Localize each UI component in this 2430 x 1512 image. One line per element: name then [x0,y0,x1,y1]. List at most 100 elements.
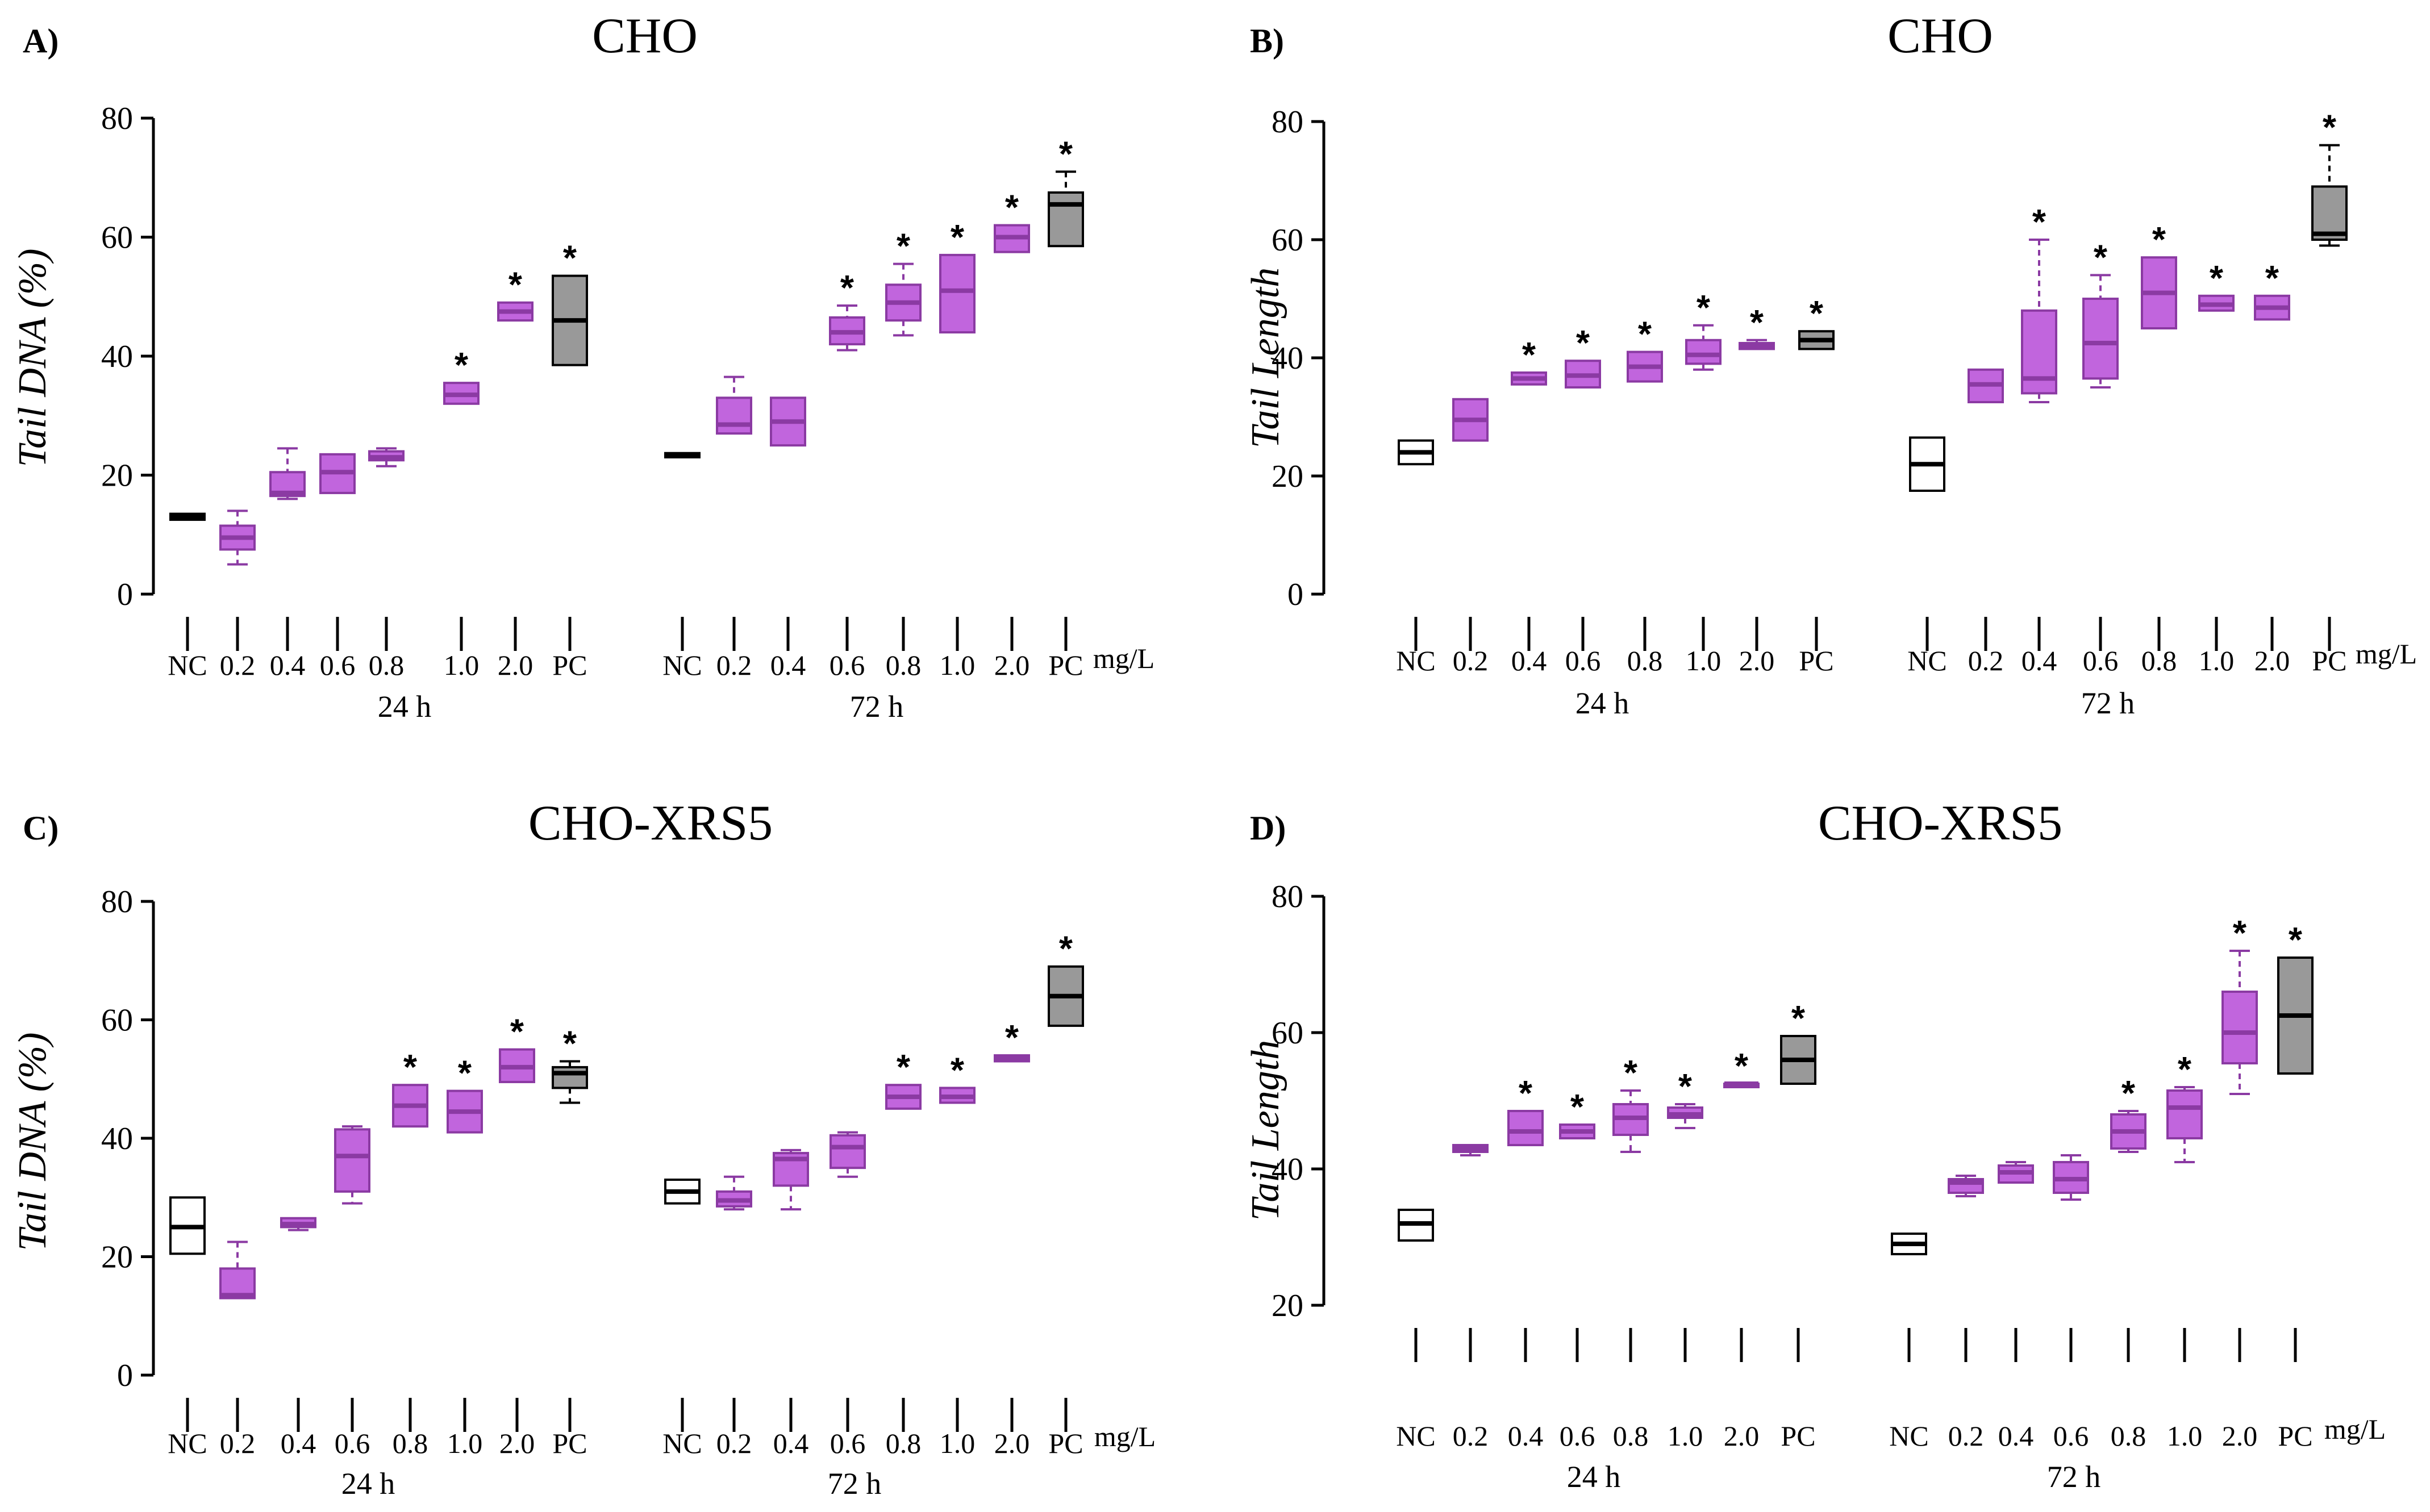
x-tick-label: 2.0 [994,1427,1030,1459]
significance-marker: * [563,239,577,278]
box [830,1134,866,1169]
x-tick-label: 0.6 [830,1427,866,1459]
x-tick-label: 2.0 [499,1427,535,1459]
significance-marker: * [1678,1067,1693,1106]
x-tick-label: 0.8 [886,649,922,681]
x-unit-label: mg/L [1094,1421,1156,1452]
significance-marker: * [951,1051,965,1090]
significance-marker: * [2032,203,2046,242]
y-tick-label: 0 [117,1358,133,1393]
significance-marker: * [563,1024,577,1063]
x-tick-label: 0.4 [1998,1420,2034,1452]
significance-marker: * [1810,294,1824,333]
box [2221,991,2258,1064]
box [552,1066,588,1089]
x-tick-label: NC [662,649,702,681]
significance-marker: * [458,1054,472,1093]
significance-marker: * [2289,921,2303,960]
group-label: 72 h [2081,686,2135,720]
x-tick-label: 1.0 [940,649,976,681]
group-label: 72 h [2047,1460,2101,1494]
y-tick-label: 80 [1272,879,1303,914]
significance-marker: * [1005,189,1019,228]
x-tick-label: 2.0 [1724,1420,1760,1452]
y-tick-label: 0 [117,577,133,612]
panel-label: C) [23,809,59,847]
x-tick-label: 0.6 [320,649,356,681]
significance-marker: * [508,266,523,305]
y-tick-label: 40 [101,339,133,374]
significance-marker: * [2121,1074,2136,1113]
significance-marker: * [1005,1018,1019,1058]
y-tick-label: 60 [1272,223,1303,258]
x-tick-label: 2.0 [994,649,1030,681]
panel-label: D) [1250,809,1286,847]
x-tick-label: 0.4 [2021,645,2057,676]
significance-marker: * [1638,315,1652,354]
significance-marker: * [403,1048,418,1087]
x-tick-label: 0.8 [1627,645,1663,676]
x-tick-label: 0.8 [2141,645,2177,676]
y-axis-label: Tail Length [1244,268,1287,448]
significance-marker: * [2233,914,2247,953]
group-label: 24 h [1567,1460,1621,1494]
significance-marker: * [1519,1074,1533,1113]
y-tick-label: 80 [101,884,133,920]
panel-title: CHO-XRS5 [1818,796,2062,851]
significance-marker: * [1697,289,1711,328]
x-tick-label: 1.0 [1668,1420,1703,1452]
x-tick-label: 0.4 [281,1427,316,1459]
x-tick-label: 1.0 [444,649,480,681]
y-tick-label: 0 [1287,577,1303,612]
y-tick-label: 40 [1272,1152,1303,1187]
x-tick-label: 0.2 [716,649,752,681]
x-tick-label: NC [168,649,207,681]
significance-marker: * [951,218,965,257]
y-tick-label: 60 [101,1003,133,1038]
significance-marker: * [2265,259,2279,298]
x-unit-label: mg/L [2324,1413,2386,1445]
x-tick-label: PC [2312,645,2346,676]
x-tick-label: 0.2 [716,1427,752,1459]
x-tick-label: 0.6 [335,1427,370,1459]
significance-marker: * [1059,135,1073,174]
x-tick-label: NC [168,1427,207,1459]
x-tick-label: 0.8 [2111,1420,2146,1452]
x-tick-label: 1.0 [1686,645,1722,676]
x-tick-label: 0.2 [220,649,256,681]
x-tick-label: 0.4 [1508,1420,1544,1452]
x-tick-label: 0.2 [1968,645,2004,676]
box [2166,1089,2203,1139]
panel-title: CHO-XRS5 [528,796,773,851]
x-tick-label: 0.8 [886,1427,922,1459]
x-tick-label: PC [1048,1427,1083,1459]
box [1507,1110,1544,1146]
x-tick-label: 0.2 [1948,1420,1984,1452]
box [2311,185,2348,241]
x-tick-label: 0.6 [830,649,865,681]
significance-marker: * [1735,1047,1749,1086]
significance-marker: * [1624,1054,1638,1093]
x-tick-label: PC [1781,1420,1815,1452]
y-axis-label: Tail DNA (%) [11,1032,55,1251]
x-tick-label: 2.0 [1739,645,1775,676]
x-tick-label: 0.6 [2083,645,2119,676]
significance-marker: * [1750,303,1764,343]
x-tick-label: PC [552,1427,587,1459]
x-tick-label: NC [1396,1420,1435,1452]
group-label: 72 h [850,690,904,724]
x-tick-label: 0.8 [393,1427,428,1459]
x-tick-label: NC [1396,645,1435,676]
x-tick-label: 2.0 [498,649,533,681]
x-tick-label: NC [1889,1420,1928,1452]
y-tick-label: 60 [101,220,133,256]
group-label: 24 h [378,690,432,724]
significance-marker: * [1576,324,1590,363]
y-tick-label: 20 [101,458,133,494]
x-tick-label: 0.6 [1560,1420,1595,1452]
significance-marker: * [840,269,855,308]
significance-marker: * [1059,930,1073,969]
x-tick-label: 0.4 [1511,645,1547,676]
x-tick-label: 0.2 [1453,1420,1489,1452]
